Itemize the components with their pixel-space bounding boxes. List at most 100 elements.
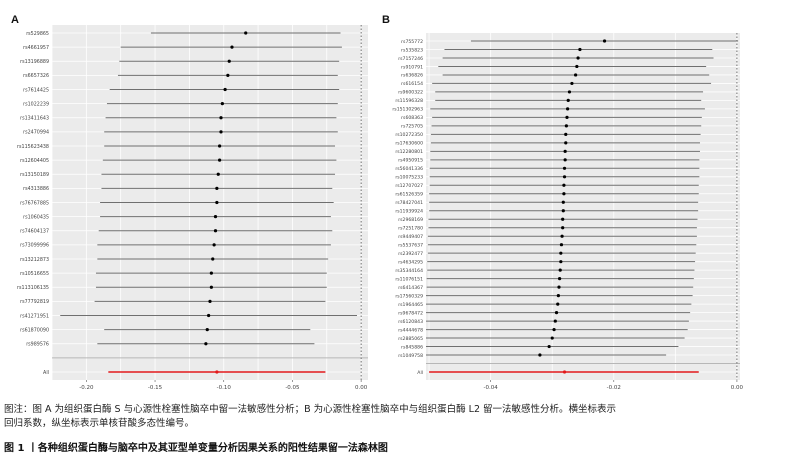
effect-point: [561, 217, 565, 221]
effect-point: [211, 257, 215, 261]
figure-caption: 图注：图 A 为组织蛋白酶 S 与心源性栓塞性脑卒中留一法敏感性分析；B 为心源…: [4, 403, 804, 430]
effect-point: [564, 132, 568, 136]
snp-label: rs7251780: [398, 226, 423, 232]
snp-label: rs2392477: [398, 251, 423, 257]
effect-point: [208, 299, 212, 303]
effect-point: [566, 98, 570, 103]
effect-point: [559, 260, 563, 264]
snp-label: rs61870090: [20, 327, 49, 333]
snp-label: rs74604137: [20, 229, 49, 235]
snp-label: rs13411643: [20, 116, 49, 122]
effect-point: [566, 107, 570, 111]
snp-label: rs11596328: [395, 98, 423, 104]
snp-label: rs5537637: [398, 242, 423, 248]
effect-point: [567, 90, 572, 94]
effect-point: [560, 234, 564, 238]
effect-point: [576, 56, 580, 60]
snp-label: rs1060435: [23, 214, 49, 220]
snp-label: rs17560329: [395, 293, 423, 299]
x-tick-label: 0.00: [731, 385, 744, 391]
effect-point: [563, 158, 567, 162]
snp-label: rs13212873: [20, 257, 49, 263]
snp-label: rs9600322: [398, 90, 423, 96]
overall-label: All: [43, 370, 49, 376]
effect-point: [575, 64, 579, 69]
snp-label: rs2968169: [398, 217, 423, 223]
effect-point: [556, 302, 560, 306]
overall-point: [215, 370, 219, 374]
snp-label: rs10516655: [20, 271, 49, 277]
effect-point: [218, 144, 222, 148]
x-tick-label: -0.02: [607, 385, 621, 391]
effect-point: [223, 87, 227, 92]
snp-label: rs41271951: [20, 313, 49, 319]
snp-label: rs76767885: [20, 200, 49, 206]
snp-label: rs4661957: [23, 45, 49, 51]
snp-label: rs7614425: [23, 87, 49, 93]
snp-label: rs6657326: [23, 73, 49, 79]
effect-point: [212, 243, 216, 247]
effect-point: [550, 336, 554, 340]
snp-label: rs4950915: [398, 158, 423, 164]
snp-label: rs10075233: [395, 175, 423, 181]
overall-label: All: [417, 370, 423, 376]
x-tick-label: -0.05: [285, 385, 300, 391]
effect-point: [538, 353, 542, 357]
snp-label: rs151302963: [392, 107, 423, 113]
snp-label: rs10272350: [395, 132, 423, 138]
effect-point: [215, 186, 219, 190]
effect-point: [219, 130, 223, 134]
snp-label: rs725705: [401, 124, 423, 130]
effect-point: [218, 158, 222, 162]
effect-point: [561, 200, 565, 204]
snp-label: rs13150189: [20, 172, 49, 178]
effect-point: [244, 31, 248, 35]
effect-point: [219, 116, 223, 120]
effect-point: [216, 172, 220, 176]
effect-point: [574, 73, 578, 77]
snp-label: rs4634295: [398, 259, 423, 265]
effect-point: [226, 73, 230, 77]
effect-point: [578, 47, 582, 52]
snp-label: rs1964465: [398, 302, 423, 308]
caption-line-1: 图注：图 A 为组织蛋白酶 S 与心源性栓塞性脑卒中留一法敏感性分析；B 为心源…: [4, 404, 617, 415]
effect-point: [215, 200, 219, 205]
effect-point: [564, 124, 568, 128]
snp-label: rs9449407: [398, 234, 423, 240]
snp-label: rs115623438: [17, 144, 49, 150]
x-tick-label: -0.04: [484, 385, 499, 391]
effect-point: [562, 175, 567, 179]
snp-label: rs113106135: [17, 285, 49, 291]
snp-label: rs6414367: [398, 285, 423, 291]
panel-b-letter: B: [382, 14, 390, 26]
forest-plot-a: rs529865 rs4661957 rs13196889 rs6657326 rs76…: [17, 25, 368, 391]
snp-label: rs56041336: [395, 166, 423, 172]
snp-label: rs1022239: [23, 101, 49, 107]
snp-label: rs608363: [401, 115, 423, 121]
snp-label: rs845886: [401, 344, 423, 350]
effect-point: [558, 277, 562, 281]
effect-point: [556, 294, 560, 298]
snp-label: rs6120843: [398, 319, 423, 325]
effect-point: [559, 251, 563, 255]
figure-title: 图 1 丨各种组织蛋白酶与脑卒中及其亚型单变量分析因果关系的阳性结果留一法森林图: [4, 443, 388, 454]
caption-line-2: 回归系数，纵坐标表示单核苷酸多态性编号。: [4, 417, 195, 429]
snp-label: rs535823: [401, 47, 423, 53]
effect-point: [565, 115, 569, 119]
effect-point: [547, 344, 551, 349]
effect-point: [230, 45, 234, 49]
snp-label: rs78427041: [395, 200, 423, 206]
effect-point: [213, 229, 218, 233]
snp-label: rs11076151: [395, 276, 423, 282]
effect-point: [213, 215, 218, 219]
effect-point: [563, 149, 567, 153]
snp-label: rs7157246: [398, 56, 423, 62]
effect-point: [552, 327, 556, 332]
x-tick-label: 0.00: [355, 385, 368, 391]
effect-point: [562, 183, 566, 187]
effect-point: [554, 310, 559, 315]
snp-label: rs755772: [401, 39, 423, 45]
effect-point: [227, 59, 231, 63]
snp-label: rs4444678: [398, 327, 423, 333]
forest-plot-b: rs755772 rs535823 rs7157246 rs910791 rs63682…: [392, 33, 744, 391]
